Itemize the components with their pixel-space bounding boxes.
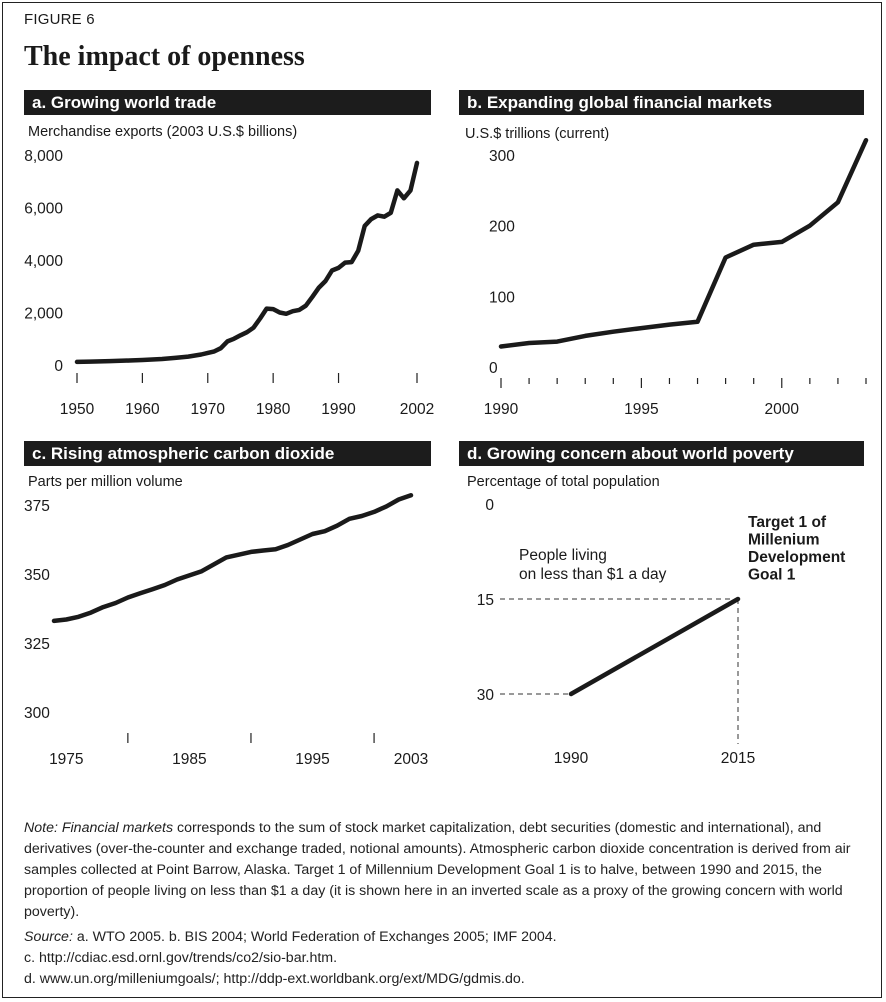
chart-1-xtick-label: 2000 (765, 401, 800, 418)
source-d: d. www.un.org/milleniumgoals/; http://dd… (24, 971, 525, 987)
note-lead: Note: (24, 820, 62, 836)
source-line: Source: a. WTO 2005. b. BIS 2004; World … (24, 927, 862, 948)
chart-2-ylabel: Parts per million volume (28, 474, 183, 490)
chart-3-series-label-line: People living (519, 547, 607, 564)
chart-3-ylabel: Percentage of total population (467, 474, 660, 490)
panel-d-title: d. Growing concern about world poverty (459, 441, 864, 466)
source-text: a. WTO 2005. b. BIS 2004; World Federati… (76, 929, 557, 945)
chart-3-ytick-label: 30 (477, 687, 495, 704)
panel-c-title: c. Rising atmospheric carbon dioxide (24, 441, 431, 466)
source-c: c. http://cdiac.esd.ornl.gov/trends/co2/… (24, 950, 338, 966)
chart-1-ytick-label: 200 (489, 219, 515, 236)
chart-1-ylabel: U.S.$ trillions (current) (465, 126, 609, 142)
chart-0-ytick-label: 0 (54, 358, 63, 375)
chart-0-xtick-label: 1950 (60, 401, 95, 418)
source-lead: Source: (24, 929, 77, 945)
chart-2-xtick-label: 1975 (49, 751, 83, 768)
chart-2-xtick-label: 2003 (394, 751, 428, 768)
chart-3-target-label-line: Development (748, 549, 845, 566)
chart-2-xtick-label: 1995 (295, 751, 329, 768)
chart-2-ytick-label: 300 (24, 705, 50, 722)
chart-1-xtick-label: 1990 (484, 401, 519, 418)
chart-1-series-line (498, 137, 869, 349)
chart-0-ytick-label: 6,000 (24, 201, 63, 218)
chart-0-xtick-label: 1960 (125, 401, 160, 418)
panel-b-title: b. Expanding global financial markets (459, 90, 864, 115)
chart-0-xtick-label: 2002 (400, 401, 434, 418)
chart-3-xtick-label: 1990 (554, 750, 589, 767)
chart-1-ytick-label: 100 (489, 289, 515, 306)
chart-0-ytick-label: 8,000 (24, 148, 63, 165)
chart-0-ytick-label: 2,000 (24, 306, 63, 323)
chart-2-series-line (51, 493, 414, 624)
chart-3-target-label-line: Millenium (748, 532, 819, 549)
chart-2-xtick-label: 1985 (172, 751, 206, 768)
chart-3-xtick-label: 2015 (721, 750, 755, 767)
chart-0-ytick-label: 4,000 (24, 253, 63, 270)
chart-0-xtick-label: 1970 (191, 401, 226, 418)
charts-canvas: Merchandise exports (2003 U.S.$ billions… (24, 124, 869, 768)
chart-0-ylabel: Merchandise exports (2003 U.S.$ billions… (28, 124, 297, 140)
chart-2-ytick-label: 375 (24, 498, 50, 515)
notes-block: Note: Financial markets corresponds to t… (24, 818, 862, 990)
chart-2-ytick-label: 325 (24, 636, 50, 653)
chart-3-ytick-label: 15 (477, 592, 494, 609)
chart-1-ytick-label: 300 (489, 148, 515, 165)
chart-3-target-label-line: Target 1 of (748, 514, 827, 531)
chart-0-xtick-label: 1990 (321, 401, 356, 418)
note-text: corresponds to the sum of stock market c… (24, 820, 851, 920)
chart-3-target-label-line: Goal 1 (748, 567, 796, 584)
note-paragraph: Note: Financial markets corresponds to t… (24, 818, 862, 923)
chart-2-ytick-label: 350 (24, 567, 50, 584)
chart-3-ytick-label: 0 (485, 497, 494, 514)
figure-label: FIGURE 6 (24, 11, 95, 28)
chart-0-xtick-label: 1980 (256, 401, 291, 418)
chart-0-series-line (74, 160, 420, 365)
panel-a-title: a. Growing world trade (24, 90, 431, 115)
figure-title: The impact of openness (24, 41, 305, 72)
chart-1-ytick-label: 0 (489, 360, 498, 377)
note-emphasis: Financial markets (61, 820, 174, 836)
chart-1-xtick-label: 1995 (624, 401, 658, 418)
chart-3-series-line (568, 596, 741, 697)
chart-3-series-label-line: on less than $1 a day (519, 566, 667, 583)
